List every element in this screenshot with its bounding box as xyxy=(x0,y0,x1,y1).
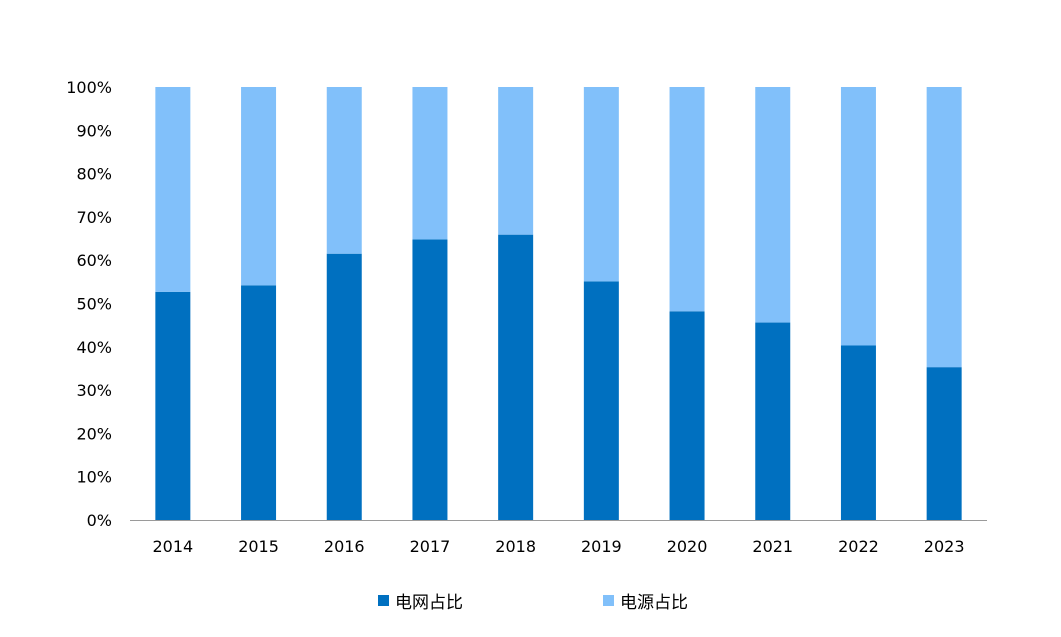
x-tick-label: 2016 xyxy=(324,537,365,556)
legend-label-power: 电源占比 xyxy=(620,592,688,613)
x-tick-label: 2018 xyxy=(495,537,536,556)
legend-item-power: 电源占比 xyxy=(603,587,688,613)
x-tick-label: 2021 xyxy=(752,537,793,556)
x-tick-label: 2015 xyxy=(238,537,279,556)
bar-segment-grid xyxy=(926,367,962,520)
x-tick-label: 2022 xyxy=(838,537,879,556)
y-tick-label: 10% xyxy=(76,468,112,487)
y-tick-label: 60% xyxy=(76,251,112,270)
x-tick-label: 2023 xyxy=(924,537,965,556)
bar-segment-power xyxy=(155,87,191,292)
bar-segment-power xyxy=(840,87,876,346)
y-tick-label: 100% xyxy=(66,78,112,97)
bar-segment-grid xyxy=(669,311,705,520)
bar-segment-power xyxy=(926,87,962,368)
bar-segment-grid xyxy=(241,285,277,520)
y-axis-ticks: 0% 10% 20% 30% 40% 50% 60% 70% 80% 90% 100% xyxy=(66,78,112,530)
bar-segment-power xyxy=(326,87,362,254)
bar-segment-grid xyxy=(583,281,619,520)
bar-segment-grid xyxy=(155,291,191,520)
y-tick-label: 30% xyxy=(76,381,112,400)
legend-swatch-grid xyxy=(378,594,389,606)
y-tick-label: 20% xyxy=(76,424,112,443)
x-tick-label: 2019 xyxy=(581,537,622,556)
bar-segment-grid xyxy=(412,239,448,521)
legend-label-grid: 电网占比 xyxy=(395,592,463,613)
y-tick-label: 0% xyxy=(87,511,112,530)
bar-segment-grid xyxy=(498,234,534,520)
x-tick-label: 2014 xyxy=(152,537,193,556)
y-tick-label: 80% xyxy=(76,165,112,184)
x-axis-ticks: 2014 2015 2016 2017 2018 2019 2020 2021 2022 2023 xyxy=(152,537,964,556)
x-tick-label: 2020 xyxy=(667,537,708,556)
y-tick-label: 70% xyxy=(76,208,112,227)
bar-segment-power xyxy=(755,87,791,323)
bar-segment-grid xyxy=(326,253,362,520)
y-tick-label: 40% xyxy=(76,338,112,357)
bar-segment-grid xyxy=(755,322,791,520)
bar-segment-power xyxy=(669,87,705,312)
bar-segment-grid xyxy=(840,345,876,520)
legend: 电网占比 电源占比 xyxy=(0,587,1061,613)
y-tick-label: 90% xyxy=(76,121,112,140)
bar-segment-power xyxy=(498,87,534,235)
bar-segment-power xyxy=(241,87,277,286)
bars xyxy=(155,87,962,521)
bar-segment-power xyxy=(412,87,448,240)
x-tick-label: 2017 xyxy=(410,537,451,556)
legend-item-grid: 电网占比 xyxy=(378,587,463,613)
legend-swatch-power xyxy=(603,594,614,606)
y-tick-label: 50% xyxy=(76,295,112,314)
bar-segment-power xyxy=(583,87,619,282)
